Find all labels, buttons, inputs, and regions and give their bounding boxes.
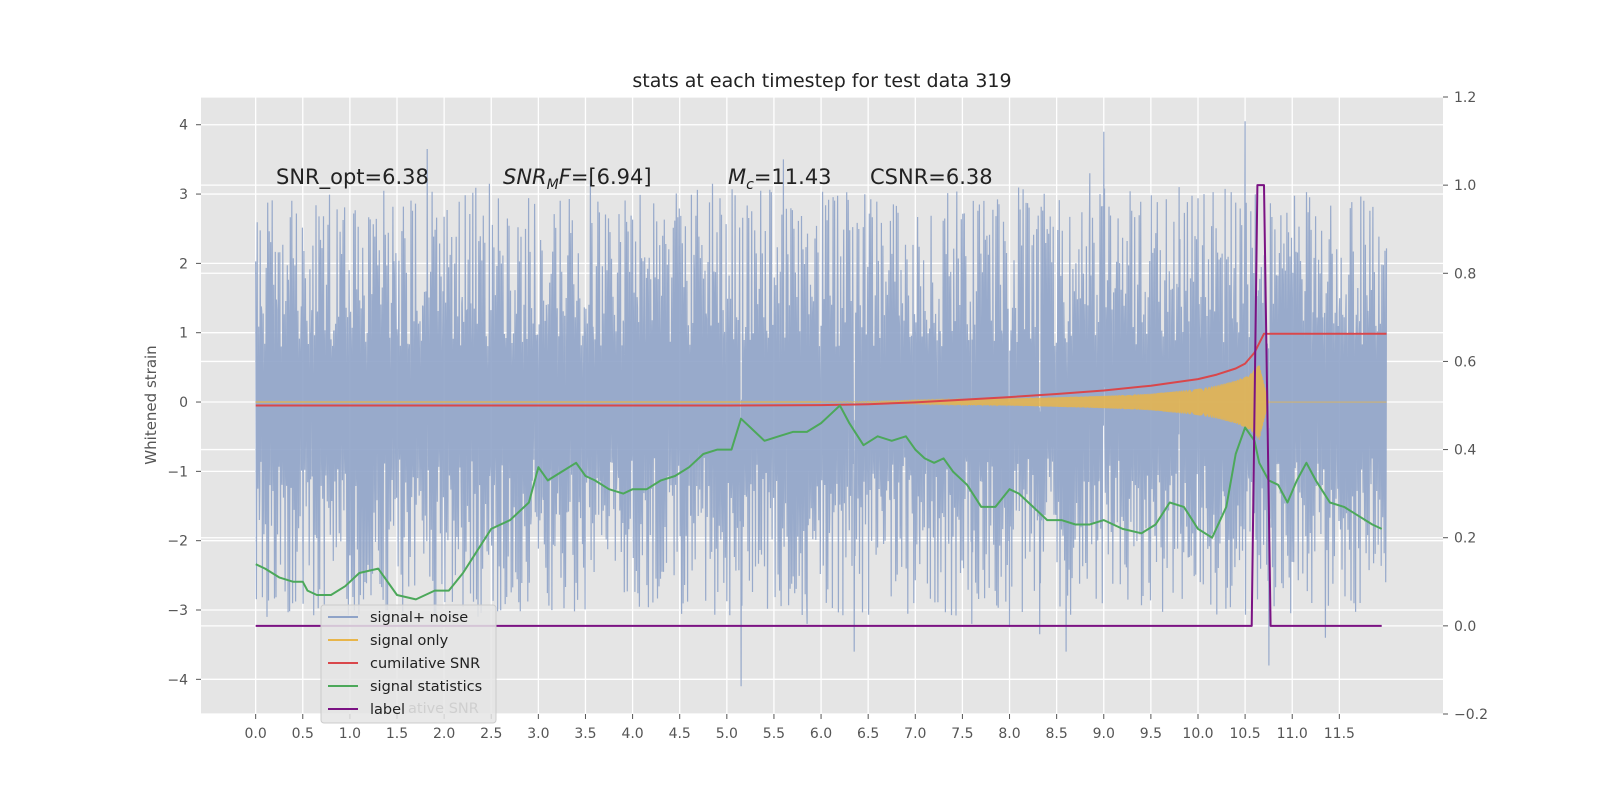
legend-label-cumulative-snr: cumilative SNR (370, 656, 480, 672)
x-tick-label: 6.5 (857, 726, 879, 742)
annotations: SNR_opt=6.38 SNRMF=[6.94] Mc=11.43 CSNR=… (276, 165, 993, 193)
series-layer (255, 121, 1388, 687)
y2-tick-label: 0.0 (1454, 619, 1476, 635)
annotation-mc-value: =11.43 (754, 165, 832, 189)
axes-layer: 0.0 0.5 1.0 1.5 2.0 2.5 3.0 3.5 4.0 4.5 5.0 5.5 6.0 6… (167, 90, 1488, 742)
annotation-snr-mf-value: =[6.94] (571, 165, 652, 189)
x-tick-label: 11.5 (1324, 726, 1355, 742)
y2-tick-label: 1.2 (1454, 90, 1476, 106)
y-tick-label: 4 (179, 118, 188, 134)
x-tick-label: 0.0 (245, 726, 267, 742)
y-tick-label: −2 (167, 534, 188, 550)
annotation-snr-mf: SNRMF=[6.94] (503, 165, 652, 193)
x-tick-label: 6.0 (810, 726, 832, 742)
legend-label-signal-statistics: signal statistics (370, 679, 482, 695)
y-tick-label: 1 (179, 326, 188, 342)
x-tick-label: 10.0 (1182, 726, 1213, 742)
x-tick-label: 10.5 (1230, 726, 1261, 742)
x-tick-label: 7.0 (904, 726, 926, 742)
x-tick-label: 3.5 (574, 726, 596, 742)
legend-box (320, 604, 497, 724)
x-tick-label: 0.5 (292, 726, 314, 742)
annotation-mc: Mc=11.43 (728, 165, 832, 193)
y-axis-label: Whitened strain (142, 345, 160, 464)
y-tick-label: 0 (179, 395, 188, 411)
x-tick-label: 4.5 (669, 726, 691, 742)
legend-label-label: label (370, 702, 405, 718)
annotation-csnr: CSNR=6.38 (870, 165, 993, 189)
series-signal-statistics (255, 404, 1383, 601)
legend-ghost-text: ative SNR (408, 701, 479, 717)
y-tick-label: −1 (167, 464, 188, 480)
y2-tick-label: −0.2 (1454, 707, 1488, 723)
y-tick-label: −4 (167, 672, 188, 688)
x-tick-label: 9.5 (1140, 726, 1162, 742)
x-tick-label: 7.5 (951, 726, 973, 742)
legend-label-signal-noise: signal+ noise (370, 610, 468, 626)
legend-label-signal-only: signal only (370, 633, 449, 649)
series-label (255, 184, 1382, 627)
y2-tick-label: 0.6 (1454, 354, 1476, 370)
y2-tick-label: 0.8 (1454, 266, 1476, 282)
x-tick-label: 9.0 (1093, 726, 1115, 742)
x-tick-label: 4.0 (621, 726, 643, 742)
y2-tick-label: 0.2 (1454, 531, 1476, 547)
x-tick-label: 1.5 (386, 726, 408, 742)
x-tick-label: 8.5 (1046, 726, 1068, 742)
x-tick-label: 5.0 (716, 726, 738, 742)
x-tick-label: 8.0 (998, 726, 1020, 742)
annotation-snr-opt: SNR_opt=6.38 (276, 165, 429, 190)
series-signal-noise (255, 121, 1388, 687)
y2-tick-label: 0.4 (1454, 443, 1476, 459)
y-tick-label: −3 (167, 603, 188, 619)
y-tick-label: 3 (179, 187, 188, 203)
x-tick-label: 3.0 (527, 726, 549, 742)
x-tick-label: 5.5 (763, 726, 785, 742)
legend: ative SNR signal+ noise signal only cumi… (320, 604, 497, 724)
y2-tick-label: 1.0 (1454, 178, 1476, 194)
x-tick-label: 2.5 (480, 726, 502, 742)
y-tick-label: 2 (179, 256, 188, 272)
x-tick-label: 11.0 (1277, 726, 1308, 742)
x-tick-label: 2.0 (433, 726, 455, 742)
x-tick-label: 1.0 (339, 726, 361, 742)
chart-title: stats at each timestep for test data 319 (632, 70, 1011, 92)
